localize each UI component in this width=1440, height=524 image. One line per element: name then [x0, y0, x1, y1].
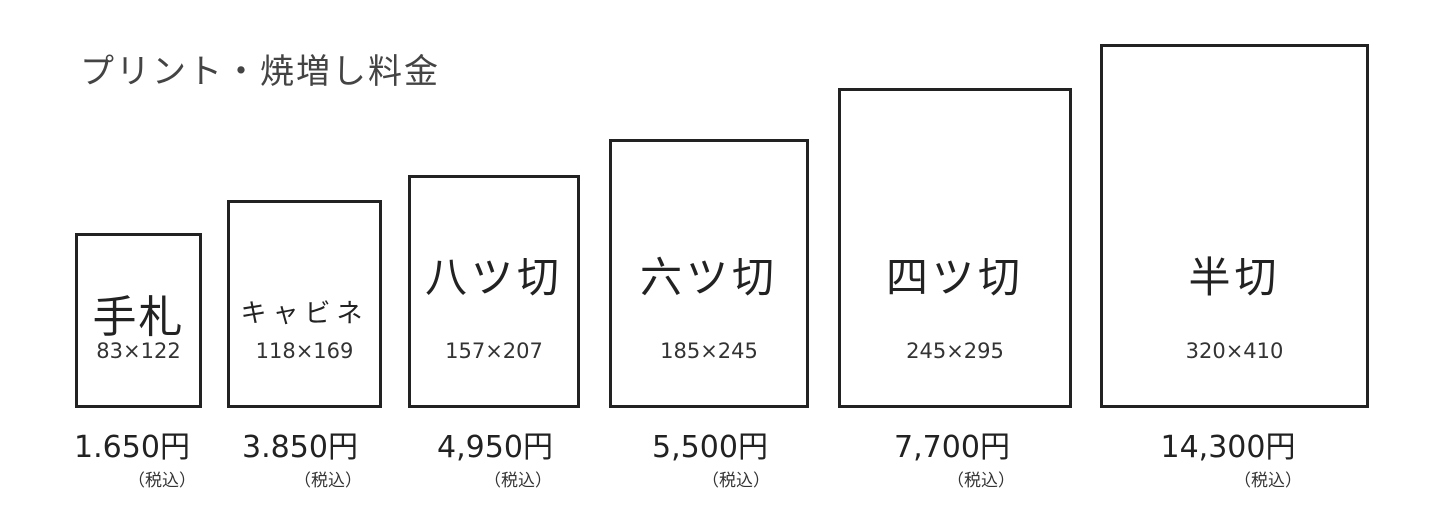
tax-included-label: （税込） — [1234, 471, 1302, 491]
price-label: 14,300円 — [1160, 430, 1296, 465]
size-name: 手札 — [92, 292, 185, 343]
price-label: 7,700円 — [894, 430, 1010, 465]
tax-included-label: （税込） — [128, 471, 196, 491]
size-dimensions: 320×410 — [1185, 339, 1284, 363]
print-size-box: 半切 320×410 — [1100, 44, 1369, 408]
print-size-box: 手札 83×122 — [75, 233, 202, 408]
page-title: プリント・焼増し料金 — [80, 52, 440, 92]
tax-included-label: （税込） — [484, 471, 552, 491]
tax-included-label: （税込） — [702, 471, 770, 491]
size-name: 半切 — [1188, 253, 1281, 302]
size-dimensions: 245×295 — [906, 339, 1004, 363]
print-size-box: 四ツ切 245×295 — [838, 88, 1072, 408]
tax-included-label: （税込） — [947, 471, 1015, 491]
size-dimensions: 83×122 — [96, 339, 181, 363]
print-size-box: 八ツ切 157×207 — [408, 175, 580, 408]
size-dimensions: 118×169 — [255, 339, 354, 363]
size-name: 六ツ切 — [639, 253, 778, 302]
price-label: 3.850円 — [242, 430, 358, 465]
size-dimensions: 185×245 — [660, 339, 758, 363]
size-name: キャビネ — [240, 299, 369, 329]
size-dimensions: 157×207 — [445, 339, 543, 363]
print-size-box: 六ツ切 185×245 — [609, 139, 809, 408]
price-label: 5,500円 — [652, 430, 768, 465]
size-name: 八ツ切 — [424, 253, 563, 302]
price-label: 1.650円 — [74, 430, 190, 465]
tax-included-label: （税込） — [294, 471, 362, 491]
print-size-box: キャビネ 118×169 — [227, 200, 382, 408]
size-name: 四ツ切 — [885, 253, 1024, 302]
price-label: 4,950円 — [437, 430, 553, 465]
